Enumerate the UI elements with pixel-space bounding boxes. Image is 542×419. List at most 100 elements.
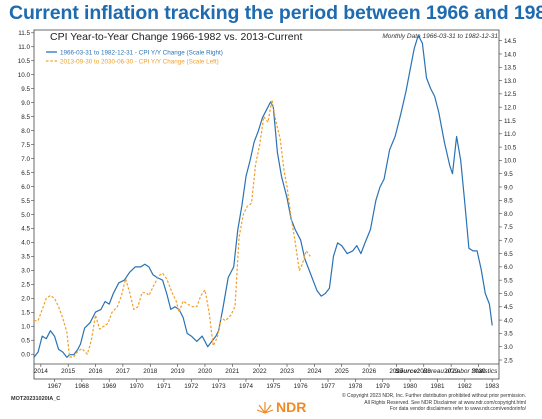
chart-title: CPI Year-to-Year Change 1966-1982 vs. 20… bbox=[50, 31, 302, 43]
right-axis-tick-label: 10.0 bbox=[504, 158, 517, 165]
top-x-tick-label: 2017 bbox=[116, 368, 131, 375]
right-axis-tick-label: 8.5 bbox=[504, 198, 513, 205]
left-axis-tick-label: 2.5 bbox=[21, 282, 30, 289]
copyright-text: © Copyright 2023 NDR, Inc. Further distr… bbox=[342, 393, 526, 413]
source-label: Source: bbox=[395, 368, 419, 375]
top-x-tick-label: 2015 bbox=[61, 368, 76, 375]
right-axis-tick-label: 10.5 bbox=[504, 144, 517, 151]
document-id: MOT20231020IA_C bbox=[11, 396, 61, 402]
right-axis-tick-label: 9.5 bbox=[504, 171, 513, 178]
right-axis-tick-label: 7.0 bbox=[504, 238, 513, 245]
left-axis-tick-label: 5.0 bbox=[21, 212, 30, 219]
left-axis-tick-label: 9.0 bbox=[21, 100, 30, 107]
top-x-tick-label: 2026 bbox=[362, 368, 377, 375]
legend-label-series-2: 2013-09-30 to 2030-06-30 - CPI Y/Y Chang… bbox=[60, 59, 219, 66]
top-x-tick-label: 2014 bbox=[34, 368, 49, 375]
right-axis-tick-label: 6.5 bbox=[504, 251, 513, 258]
top-x-tick-label: 2029 bbox=[444, 368, 459, 375]
right-axis-tick-label: 12.0 bbox=[504, 104, 517, 111]
left-axis-tick-label: 9.5 bbox=[21, 86, 30, 93]
top-x-tick-label: 2020 bbox=[198, 368, 213, 375]
right-axis-tick-label: 6.0 bbox=[504, 264, 513, 271]
top-x-tick-label: 2025 bbox=[335, 368, 350, 375]
bottom-x-tick-label: 1969 bbox=[102, 383, 117, 390]
top-x-tick-label: 2024 bbox=[307, 368, 322, 375]
right-axis-tick-label: 3.0 bbox=[504, 344, 513, 351]
left-axis-tick-label: 0.0 bbox=[21, 352, 30, 359]
right-axis-tick-label: 2.5 bbox=[504, 357, 513, 364]
left-axis-tick-label: 0.5 bbox=[21, 338, 30, 345]
bottom-x-tick-label: 1982 bbox=[458, 383, 473, 390]
bottom-x-tick-label: 1979 bbox=[376, 383, 391, 390]
right-axis-tick-label: 4.5 bbox=[504, 304, 513, 311]
bottom-x-tick-label: 1978 bbox=[348, 383, 363, 390]
left-axis-tick-label: 4.5 bbox=[21, 226, 30, 233]
right-axis-tick-label: 13.0 bbox=[504, 78, 517, 85]
left-axis-tick-label: 1.0 bbox=[21, 324, 30, 331]
left-axis-tick-label: 7.5 bbox=[21, 142, 30, 149]
bottom-x-tick-label: 1967 bbox=[48, 383, 63, 390]
left-axis-tick-label: 6.0 bbox=[21, 184, 30, 191]
top-x-tick-label: 2027 bbox=[389, 368, 404, 375]
copyright-line-3: For data vendor disclaimers refer to www… bbox=[389, 406, 526, 413]
left-axis-tick-label: 3.0 bbox=[21, 268, 30, 275]
series-line-2 bbox=[34, 99, 311, 358]
brand-name: NDR bbox=[276, 399, 307, 415]
top-x-tick-label: 2019 bbox=[171, 368, 186, 375]
left-axis-tick-label: 8.0 bbox=[21, 128, 30, 135]
top-x-tick-label: 2021 bbox=[225, 368, 240, 375]
right-axis-tick-label: 11.5 bbox=[504, 118, 516, 125]
right-axis-tick-label: 14.0 bbox=[504, 51, 517, 58]
bottom-x-tick-label: 1976 bbox=[294, 383, 309, 390]
left-axis-tick-label: 8.5 bbox=[21, 114, 30, 121]
top-x-tick-label: 2030 bbox=[471, 368, 486, 375]
plot-frame bbox=[33, 29, 500, 380]
top-x-tick-label: 2023 bbox=[280, 368, 295, 375]
bottom-x-tick-label: 1968 bbox=[75, 383, 90, 390]
right-axis-tick-label: 5.0 bbox=[504, 291, 513, 298]
bottom-x-tick-label: 1983 bbox=[485, 383, 500, 390]
right-axis-tick-label: 9.0 bbox=[504, 184, 513, 191]
top-x-tick-label: 2018 bbox=[143, 368, 158, 375]
copyright-line-1: © Copyright 2023 NDR, Inc. Further distr… bbox=[341, 393, 526, 399]
bottom-x-tick-label: 1970 bbox=[130, 383, 145, 390]
bottom-x-tick-label: 1973 bbox=[212, 383, 227, 390]
left-axis-tick-label: 3.5 bbox=[21, 254, 30, 261]
page-headline: Current inflation tracking the period be… bbox=[9, 2, 542, 24]
left-axis-tick-label: 1.5 bbox=[21, 310, 30, 317]
top-x-tick-label: 2022 bbox=[253, 368, 268, 375]
left-axis-tick-label: 4.0 bbox=[21, 240, 30, 247]
left-axis-tick-label: 10.5 bbox=[18, 58, 31, 65]
left-axis-tick-label: 2.0 bbox=[21, 296, 30, 303]
right-axis-tick-label: 4.0 bbox=[504, 317, 513, 324]
legend-label-series-1: 1966-03-31 to 1982-12-31 - CPI Y/Y Chang… bbox=[60, 50, 223, 57]
bottom-x-tick-label: 1977 bbox=[321, 383, 336, 390]
sunburst-icon bbox=[256, 402, 274, 414]
right-axis-tick-label: 13.5 bbox=[504, 65, 517, 72]
left-axis-tick-label: 7.0 bbox=[21, 156, 30, 163]
top-x-tick-label: 2028 bbox=[417, 368, 432, 375]
left-axis-tick-label: 10.0 bbox=[18, 72, 31, 79]
top-x-tick-label: 2016 bbox=[89, 368, 104, 375]
bottom-x-tick-label: 1972 bbox=[184, 383, 199, 390]
series-line-1 bbox=[33, 34, 493, 358]
bottom-x-tick-label: 1974 bbox=[239, 383, 254, 390]
bottom-x-tick-label: 1980 bbox=[403, 383, 418, 390]
left-axis-tick-label: 11.0 bbox=[18, 44, 30, 51]
bottom-x-tick-label: 1981 bbox=[430, 383, 445, 390]
bottom-x-tick-label: 1971 bbox=[157, 383, 172, 390]
right-axis-tick-label: 5.5 bbox=[504, 277, 513, 284]
left-axis-tick-label: 6.5 bbox=[21, 170, 30, 177]
right-axis-tick-label: 11.0 bbox=[504, 131, 516, 138]
right-axis-tick-label: 14.5 bbox=[504, 38, 517, 45]
chart-legend: 1966-03-31 to 1982-12-31 - CPI Y/Y Chang… bbox=[46, 50, 223, 66]
chart-subtitle: Monthly Data 1966-03-31 to 1982-12-31 bbox=[382, 33, 498, 40]
right-axis-tick-label: 8.0 bbox=[504, 211, 513, 218]
right-axis-tick-label: 3.5 bbox=[504, 331, 513, 338]
left-axis-tick-label: 11.5 bbox=[18, 30, 30, 37]
source-text: Bureau of Labor Statistics bbox=[423, 368, 498, 375]
right-axis-tick-label: 12.5 bbox=[504, 91, 517, 98]
bottom-x-tick-label: 1975 bbox=[266, 383, 281, 390]
ndr-logo: NDR bbox=[256, 399, 322, 415]
